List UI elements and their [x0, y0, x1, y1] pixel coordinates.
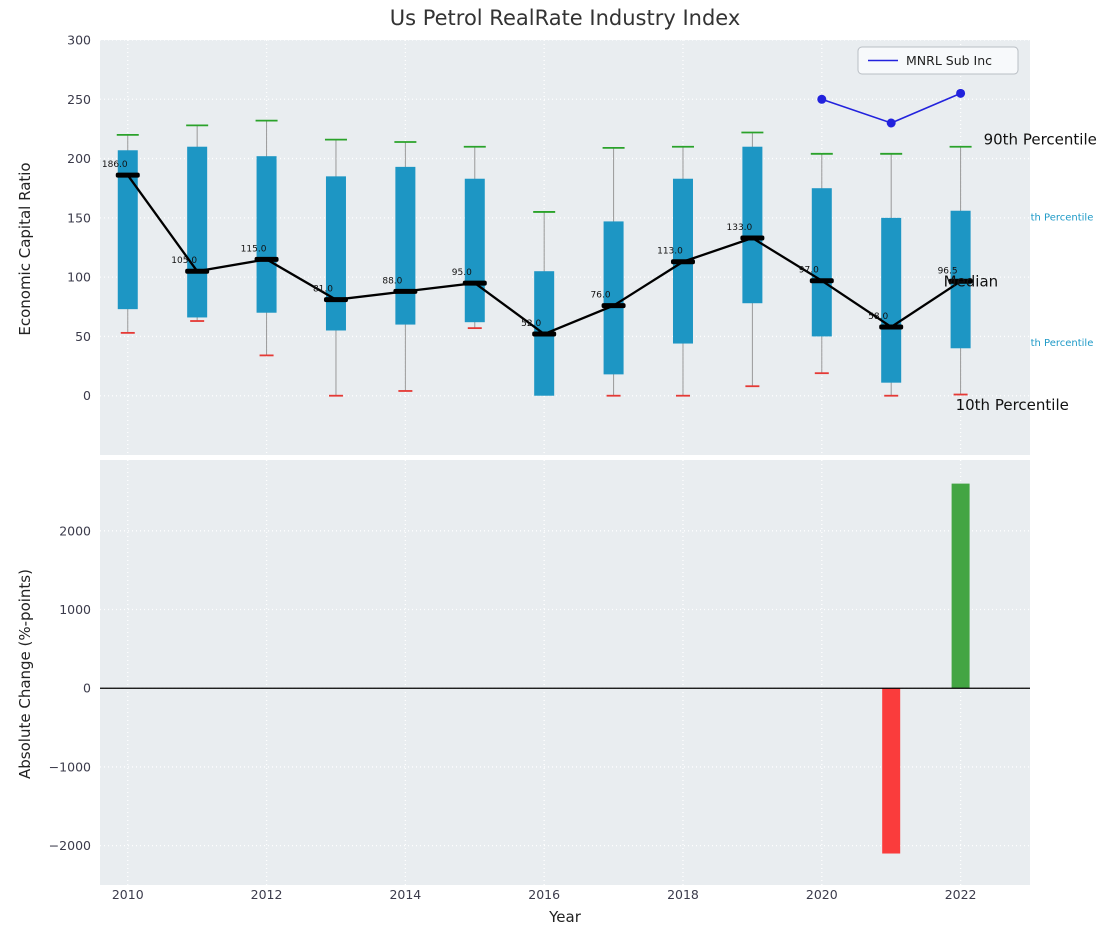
change-bar-2021 — [882, 688, 901, 854]
median-value-label: 96.5 — [938, 266, 958, 276]
y-tick-label: 50 — [75, 329, 91, 344]
x-tick-label: 2020 — [806, 887, 838, 902]
annotation: th Percentile — [1031, 338, 1094, 349]
median-value-label: 115.0 — [241, 244, 267, 254]
median-value-label: 52.0 — [521, 319, 541, 329]
median-marker-2021 — [879, 324, 904, 330]
median-value-label: 97.0 — [799, 266, 819, 276]
median-marker-2020 — [809, 278, 834, 284]
y-tick-label: −2000 — [49, 838, 91, 853]
x-tick-label: 2010 — [112, 887, 144, 902]
median-marker-2018 — [670, 259, 695, 265]
median-value-label: 113.0 — [657, 247, 683, 257]
iqr-bar-2019 — [742, 146, 763, 304]
x-tick-label: 2014 — [389, 887, 421, 902]
y-tick-label: 200 — [67, 151, 91, 166]
y-tick-label: 2000 — [59, 523, 91, 538]
iqr-bar-2020 — [811, 188, 832, 337]
chart-title: Us Petrol RealRate Industry Index — [389, 6, 741, 30]
annotation: 10th Percentile — [956, 396, 1069, 414]
median-marker-2019 — [740, 235, 765, 241]
y-tick-label: −1000 — [49, 759, 91, 774]
iqr-bar-2013 — [325, 176, 346, 331]
y-tick-label: 0 — [83, 681, 91, 696]
median-marker-2011 — [185, 268, 210, 274]
x-tick-label: 2012 — [251, 887, 283, 902]
median-value-label: 186.0 — [102, 160, 128, 170]
legend-box — [857, 46, 1019, 75]
iqr-bar-2012 — [256, 156, 277, 313]
median-value-label: 76.0 — [591, 291, 611, 301]
median-marker-2013 — [323, 297, 348, 303]
annotation: Median — [944, 272, 999, 290]
y-tick-label: 300 — [67, 33, 91, 48]
legend-label: MNRL Sub Inc — [906, 53, 992, 68]
median-value-label: 105.0 — [171, 256, 197, 266]
median-marker-2012 — [254, 256, 279, 262]
y-tick-label: 100 — [67, 270, 91, 285]
median-value-label: 133.0 — [727, 223, 753, 233]
x-tick-label: 2016 — [528, 887, 560, 902]
x-tick-label: 2018 — [667, 887, 699, 902]
y-tick-label: 250 — [67, 92, 91, 107]
annotation: th Percentile — [1031, 212, 1094, 223]
x-tick-label: 2022 — [945, 887, 977, 902]
iqr-bar-2011 — [187, 146, 208, 318]
top-plot-background — [100, 40, 1030, 455]
median-marker-2022 — [948, 278, 973, 284]
y-tick-label: 150 — [67, 210, 91, 225]
y-tick-label: 1000 — [59, 602, 91, 617]
median-value-label: 88.0 — [382, 276, 402, 286]
median-marker-2014 — [393, 288, 418, 294]
median-value-label: 58.0 — [868, 312, 888, 322]
iqr-bar-2015 — [464, 178, 485, 323]
median-marker-2016 — [532, 331, 557, 337]
median-marker-2017 — [601, 303, 626, 309]
change-bar-2022 — [951, 483, 970, 689]
iqr-bar-2014 — [395, 166, 416, 325]
y-tick-label: 0 — [83, 388, 91, 403]
company-marker — [886, 118, 896, 128]
annotation: 90th Percentile — [984, 131, 1097, 149]
x-axis-label: Year — [549, 908, 581, 926]
company-marker — [956, 88, 966, 98]
median-value-label: 81.0 — [313, 285, 333, 295]
median-marker-2015 — [462, 280, 487, 286]
iqr-bar-2017 — [603, 221, 624, 375]
median-value-label: 95.0 — [452, 268, 472, 278]
company-marker — [817, 94, 827, 104]
median-marker-2010 — [115, 172, 140, 178]
iqr-bar-2010 — [117, 150, 138, 310]
iqr-bar-2021 — [881, 217, 902, 383]
